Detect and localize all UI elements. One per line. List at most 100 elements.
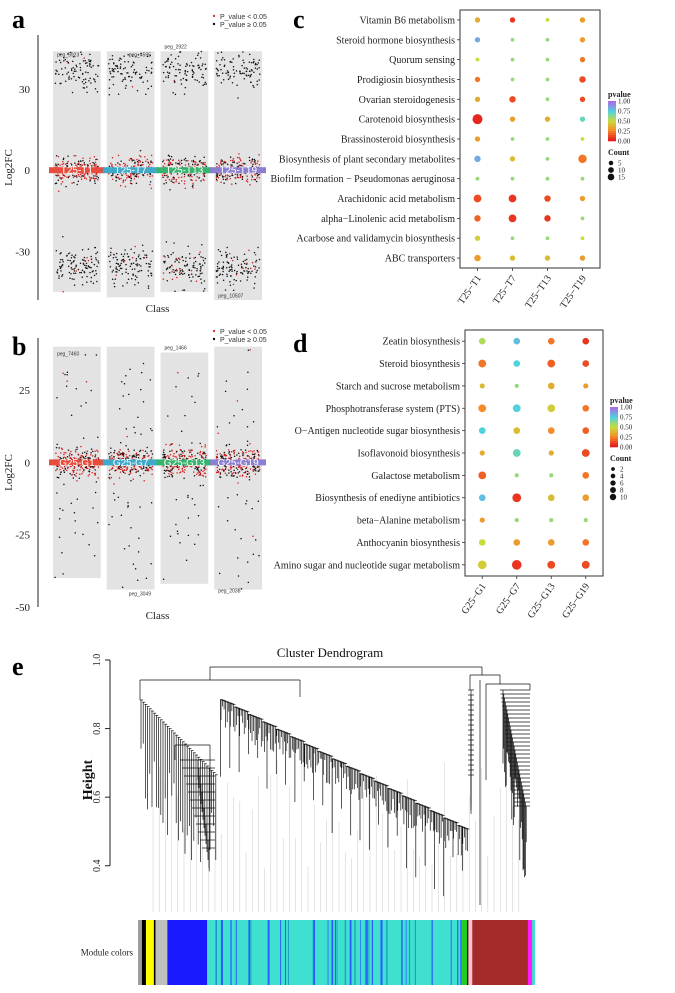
data-point bbox=[176, 472, 178, 474]
data-point bbox=[73, 270, 76, 272]
data-point bbox=[219, 64, 221, 66]
data-point bbox=[138, 254, 140, 256]
data-point bbox=[222, 268, 224, 270]
data-point bbox=[227, 71, 230, 73]
data-point bbox=[149, 466, 151, 469]
data-point bbox=[175, 451, 178, 453]
data-point bbox=[132, 173, 134, 175]
colorbar-segment bbox=[610, 435, 618, 438]
data-point bbox=[250, 162, 252, 164]
data-point bbox=[246, 279, 248, 281]
data-point bbox=[150, 154, 153, 157]
data-point bbox=[235, 279, 237, 282]
data-point bbox=[184, 72, 186, 75]
data-point bbox=[185, 79, 188, 82]
data-point bbox=[256, 162, 258, 165]
data-point bbox=[137, 416, 139, 419]
data-point bbox=[254, 162, 257, 164]
colorbar-segment bbox=[608, 109, 616, 112]
data-point bbox=[170, 468, 172, 471]
data-point bbox=[248, 270, 250, 273]
data-point bbox=[218, 74, 220, 77]
data-point bbox=[116, 452, 118, 455]
data-point bbox=[222, 78, 225, 81]
data-point bbox=[137, 161, 140, 164]
data-point bbox=[255, 470, 257, 472]
data-point bbox=[215, 178, 218, 181]
data-point bbox=[188, 273, 190, 276]
data-point bbox=[221, 267, 223, 269]
group-label-0: T25-T1 bbox=[61, 166, 94, 177]
data-point bbox=[151, 468, 153, 471]
data-point bbox=[202, 73, 204, 76]
data-point bbox=[130, 468, 133, 471]
data-point bbox=[124, 87, 127, 89]
data-point bbox=[137, 470, 140, 472]
data-point bbox=[233, 451, 236, 454]
group-bar-0 bbox=[49, 167, 105, 174]
y-tick-label-3: -50 bbox=[15, 602, 30, 614]
data-point bbox=[108, 87, 111, 89]
bubble bbox=[514, 473, 519, 478]
data-point bbox=[149, 175, 151, 178]
data-point bbox=[116, 259, 118, 261]
data-point bbox=[171, 178, 173, 180]
data-point bbox=[175, 498, 178, 501]
data-point bbox=[70, 266, 73, 269]
data-point bbox=[180, 159, 183, 162]
data-point bbox=[168, 160, 170, 162]
data-point bbox=[112, 257, 115, 259]
data-point bbox=[232, 161, 234, 164]
data-point bbox=[127, 60, 130, 63]
data-point bbox=[253, 251, 256, 254]
data-point bbox=[62, 573, 64, 575]
data-point bbox=[186, 263, 189, 266]
module-stripe bbox=[287, 920, 289, 985]
data-point bbox=[240, 587, 243, 590]
data-point bbox=[168, 72, 170, 74]
data-point bbox=[242, 165, 245, 168]
data-point bbox=[142, 81, 144, 83]
data-point bbox=[225, 380, 228, 382]
data-point bbox=[228, 266, 231, 269]
data-point bbox=[74, 254, 77, 256]
data-point bbox=[254, 268, 256, 270]
data-point bbox=[133, 426, 135, 428]
data-point bbox=[108, 452, 110, 455]
data-point bbox=[62, 174, 64, 176]
data-point bbox=[147, 165, 150, 168]
data-point bbox=[150, 274, 153, 277]
data-point bbox=[196, 175, 198, 178]
data-point bbox=[246, 473, 249, 475]
data-point bbox=[175, 523, 177, 526]
data-point bbox=[204, 476, 207, 478]
data-point bbox=[73, 473, 76, 476]
colorbar-segment bbox=[608, 121, 616, 124]
data-point bbox=[116, 271, 118, 273]
data-point bbox=[258, 468, 261, 471]
data-point bbox=[80, 51, 82, 53]
data-point bbox=[167, 164, 170, 166]
data-point bbox=[74, 267, 76, 270]
data-point bbox=[166, 267, 169, 269]
bubble bbox=[514, 383, 519, 388]
data-point bbox=[60, 270, 62, 272]
data-point bbox=[234, 528, 236, 531]
data-point bbox=[131, 55, 134, 57]
data-point bbox=[205, 83, 207, 85]
data-point bbox=[254, 67, 257, 69]
data-point bbox=[150, 456, 153, 459]
data-point bbox=[257, 62, 260, 64]
data-point bbox=[149, 181, 152, 183]
data-point bbox=[254, 178, 257, 181]
data-point bbox=[224, 390, 227, 393]
data-point bbox=[145, 262, 148, 265]
category-label-3: Prodigiosin biosynthesis bbox=[357, 75, 455, 86]
data-point bbox=[59, 507, 61, 510]
data-point bbox=[58, 447, 60, 449]
data-point bbox=[220, 455, 222, 457]
y-tick-label-1: 0 bbox=[25, 165, 31, 177]
data-point bbox=[142, 161, 144, 164]
data-point bbox=[186, 64, 189, 66]
